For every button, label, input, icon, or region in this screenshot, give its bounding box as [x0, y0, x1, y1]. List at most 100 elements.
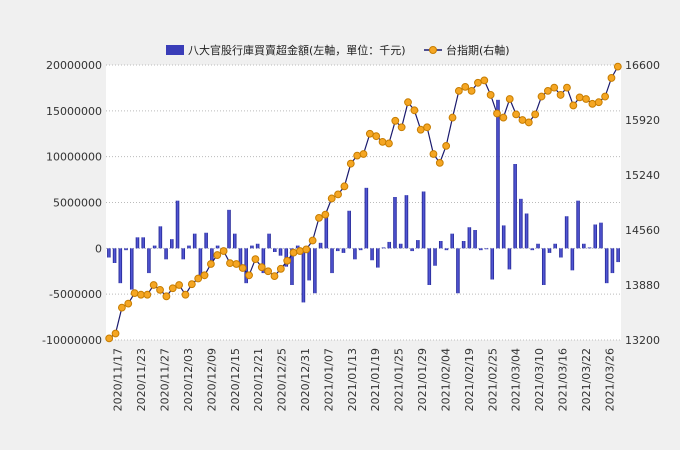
- bar-42: [347, 210, 351, 249]
- index-point-2: [117, 303, 126, 312]
- bar-28: [267, 233, 271, 249]
- index-point-61: [493, 109, 501, 118]
- y-left-label-3: 5000000: [53, 197, 102, 210]
- index-point-28: [283, 256, 292, 265]
- bar-18: [210, 248, 214, 263]
- index-point-75: [582, 95, 590, 103]
- bar-17: [204, 232, 208, 249]
- x-label-5: 2020/12/15: [229, 348, 242, 411]
- bar-10: [164, 248, 168, 260]
- bar-33: [295, 245, 300, 249]
- index-point-78: [601, 92, 610, 101]
- bar-60: [450, 233, 454, 249]
- bar-63: [467, 227, 472, 249]
- y-left-label-5: -5000000: [49, 288, 102, 301]
- bar-76: [541, 248, 546, 285]
- index-point-77: [594, 98, 603, 107]
- bar-83: [582, 243, 586, 249]
- bar-23: [238, 248, 243, 268]
- index-point-14: [194, 274, 203, 283]
- index-point-79: [607, 74, 616, 82]
- bar-50: [393, 197, 397, 249]
- y-left-label-4: 0: [95, 242, 102, 255]
- bar-73: [524, 213, 529, 249]
- index-point-76: [588, 99, 597, 108]
- legend-bar-label: 八大官股行庫買賣超金額(左軸，單位：千元): [188, 43, 406, 57]
- index-point-54: [448, 113, 457, 122]
- x-label-7: 2020/12/25: [276, 348, 289, 411]
- index-point-47: [404, 98, 412, 107]
- bar-81: [570, 248, 575, 271]
- x-label-14: 2021/02/04: [439, 348, 452, 411]
- bar-56: [427, 248, 432, 285]
- bar-13: [181, 248, 186, 260]
- y-left-label-0: 20000000: [46, 59, 102, 72]
- bar-86: [599, 222, 603, 249]
- x-label-19: 2021/03/16: [556, 348, 569, 411]
- plot-area: [106, 65, 621, 340]
- bar-5: [135, 237, 140, 249]
- bar-38: [324, 217, 329, 249]
- index-point-64: [512, 110, 520, 119]
- bar-61: [456, 248, 460, 294]
- index-point-22: [245, 271, 253, 280]
- x-label-4: 2020/12/09: [205, 348, 218, 411]
- bar-55: [421, 191, 426, 249]
- bar-46: [370, 248, 374, 261]
- index-point-67: [531, 110, 540, 119]
- index-point-42: [372, 132, 381, 141]
- bar-3: [124, 248, 128, 251]
- x-label-11: 2021/01/19: [369, 348, 382, 411]
- bar-37: [318, 242, 323, 249]
- bar-68: [496, 99, 500, 249]
- index-point-52: [435, 158, 444, 167]
- bar-39: [330, 248, 334, 274]
- index-point-19: [226, 259, 234, 268]
- bar-35: [307, 248, 311, 281]
- index-point-50: [423, 123, 431, 132]
- index-point-20: [232, 260, 241, 268]
- index-point-60: [486, 91, 495, 99]
- legend: 八大官股行庫買賣超金額(左軸，單位：千元) 台指期(右軸): [166, 43, 510, 57]
- y-left-label-1: 15000000: [46, 105, 102, 118]
- index-point-1: [111, 329, 120, 338]
- x-label-20: 2021/03/22: [580, 348, 593, 411]
- bar-53: [410, 248, 414, 252]
- bar-71: [513, 164, 517, 249]
- index-point-48: [410, 106, 419, 115]
- index-point-40: [359, 150, 368, 158]
- x-label-2: 2020/11/27: [159, 348, 172, 411]
- bar-43: [353, 248, 357, 260]
- index-point-55: [454, 86, 463, 95]
- y-axis-right-labels: 16600 15920 15240 14560 13880 13200: [625, 59, 660, 347]
- bar-87: [604, 248, 609, 284]
- index-point-33: [315, 213, 323, 222]
- index-point-32: [308, 236, 317, 245]
- index-point-72: [563, 83, 571, 92]
- bar-21: [227, 209, 231, 249]
- bar-45: [364, 187, 369, 249]
- index-point-27: [276, 264, 285, 273]
- bar-14: [187, 245, 191, 249]
- y-left-label-6: -10000000: [42, 334, 102, 347]
- x-label-13: 2021/01/29: [416, 348, 429, 411]
- index-point-18: [219, 247, 228, 255]
- x-label-10: 2021/01/13: [346, 348, 359, 411]
- bar-69: [501, 225, 506, 249]
- index-point-57: [467, 86, 476, 95]
- bar-9: [158, 226, 163, 249]
- x-label-18: 2021/03/10: [533, 348, 546, 411]
- x-label-21: 2021/03/26: [603, 348, 616, 411]
- x-label-16: 2021/02/25: [486, 348, 499, 411]
- bar-54: [416, 240, 420, 249]
- bar-29: [273, 248, 277, 252]
- index-point-6: [143, 290, 152, 299]
- index-point-41: [365, 129, 374, 138]
- index-point-59: [480, 76, 489, 85]
- bar-27: [261, 248, 266, 274]
- bar-75: [536, 243, 540, 249]
- bar-44: [358, 248, 363, 251]
- x-label-6: 2020/12/21: [252, 348, 265, 411]
- index-point-66: [524, 118, 533, 127]
- bar-2: [118, 248, 123, 284]
